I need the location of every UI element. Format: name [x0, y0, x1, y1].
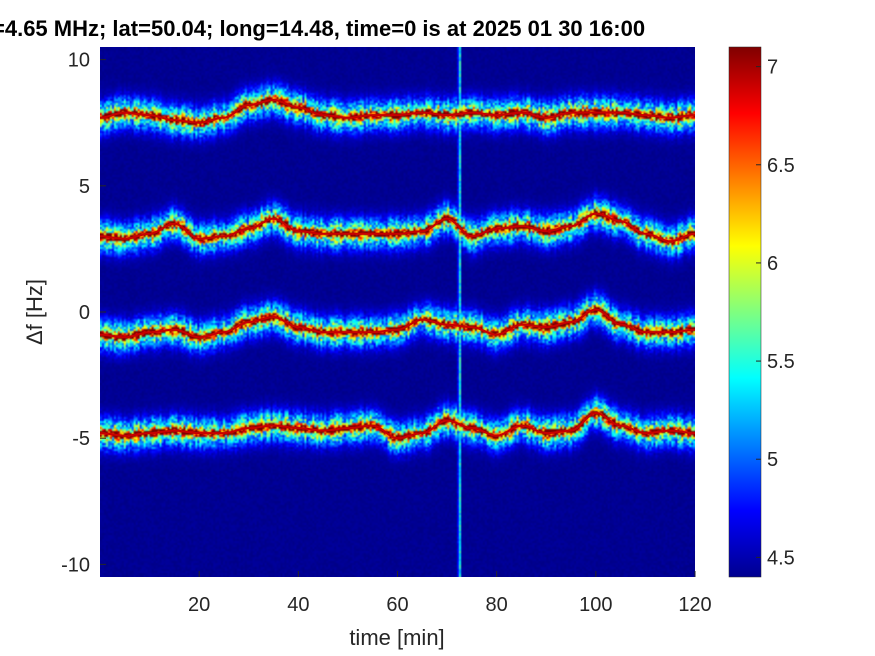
y-axis-ticks: 10 5 0 -5 -10	[61, 50, 106, 576]
heatmap-image	[100, 47, 695, 577]
chart-title: =4.65 MHz; lat=50.04; long=14.48, time=0…	[0, 16, 875, 46]
trace-lines	[100, 99, 695, 440]
colorbar-tick-label: 6.5	[767, 155, 795, 177]
x-tick-label: 20	[188, 594, 210, 616]
chart-title-text: =4.65 MHz; lat=50.04; long=14.48, time=0…	[0, 16, 646, 41]
colorbar-tick-label: 7	[767, 57, 778, 79]
y-tick-label: 10	[68, 50, 90, 72]
colorbar-tick-label: 6	[767, 253, 778, 275]
colorbar-tick-label: 4.5	[767, 547, 795, 569]
y-tick-label: 5	[79, 176, 90, 198]
x-axis-ticks: 20 40 60 80 100 120	[188, 571, 712, 616]
trace-line-3	[100, 308, 695, 339]
y-axis-label: Δf [Hz]	[22, 279, 47, 345]
trace-line-1	[100, 99, 695, 124]
trace-line-4	[100, 412, 695, 440]
y-tick-label: -10	[61, 554, 90, 576]
trace-line-2	[100, 212, 695, 243]
x-tick-label: 40	[287, 594, 309, 616]
x-axis-label: time [min]	[349, 625, 444, 650]
colorbar-tick-label: 5.5	[767, 351, 795, 373]
x-tick-label: 120	[678, 594, 711, 616]
colorbar-ticks: 7 6.5 6 5.5 5 4.5	[756, 57, 795, 569]
x-tick-label: 60	[386, 594, 408, 616]
y-tick-label: -5	[72, 428, 90, 450]
colorbar-tick-label: 5	[767, 449, 778, 471]
colorbar	[728, 46, 762, 578]
x-tick-label: 80	[486, 594, 508, 616]
y-tick-label: 0	[79, 302, 90, 324]
x-tick-label: 100	[579, 594, 612, 616]
